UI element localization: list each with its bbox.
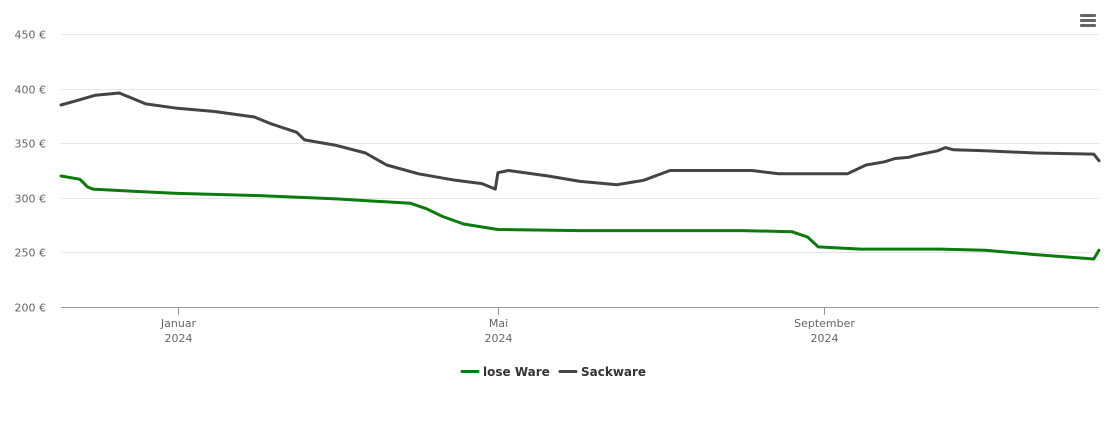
series-line-lose-ware[interactable]: [59, 174, 1101, 261]
x-tick-label: Januar 2024: [160, 317, 197, 345]
x-tick-label: September 2024: [794, 317, 855, 345]
y-axis: 200 € 250 € 300 € 350 € 400 € 450 €: [15, 29, 47, 315]
y-tick-label: 450 €: [15, 29, 47, 42]
y-tick-label: 300 €: [15, 193, 47, 206]
y-tick-label: 250 €: [15, 247, 47, 260]
x-axis: Januar 2024 Mai 2024 September 2024: [160, 307, 855, 345]
legend-item-sackware[interactable]: Sackware: [558, 365, 646, 379]
legend-item-lose-ware[interactable]: lose Ware: [460, 365, 550, 379]
series-line-sackware[interactable]: [59, 91, 1101, 191]
grid-lines: [61, 34, 1099, 253]
legend-label: Sackware: [581, 365, 646, 379]
y-tick-label: 200 €: [15, 302, 47, 315]
legend-label: lose Ware: [483, 365, 550, 379]
legend: lose Ware Sackware: [460, 365, 646, 379]
x-tick-label: Mai 2024: [485, 317, 513, 345]
series-lines: [59, 91, 1101, 261]
y-tick-label: 350 €: [15, 138, 47, 151]
hamburger-menu-icon[interactable]: [1076, 10, 1100, 32]
y-tick-label: 400 €: [15, 84, 47, 97]
